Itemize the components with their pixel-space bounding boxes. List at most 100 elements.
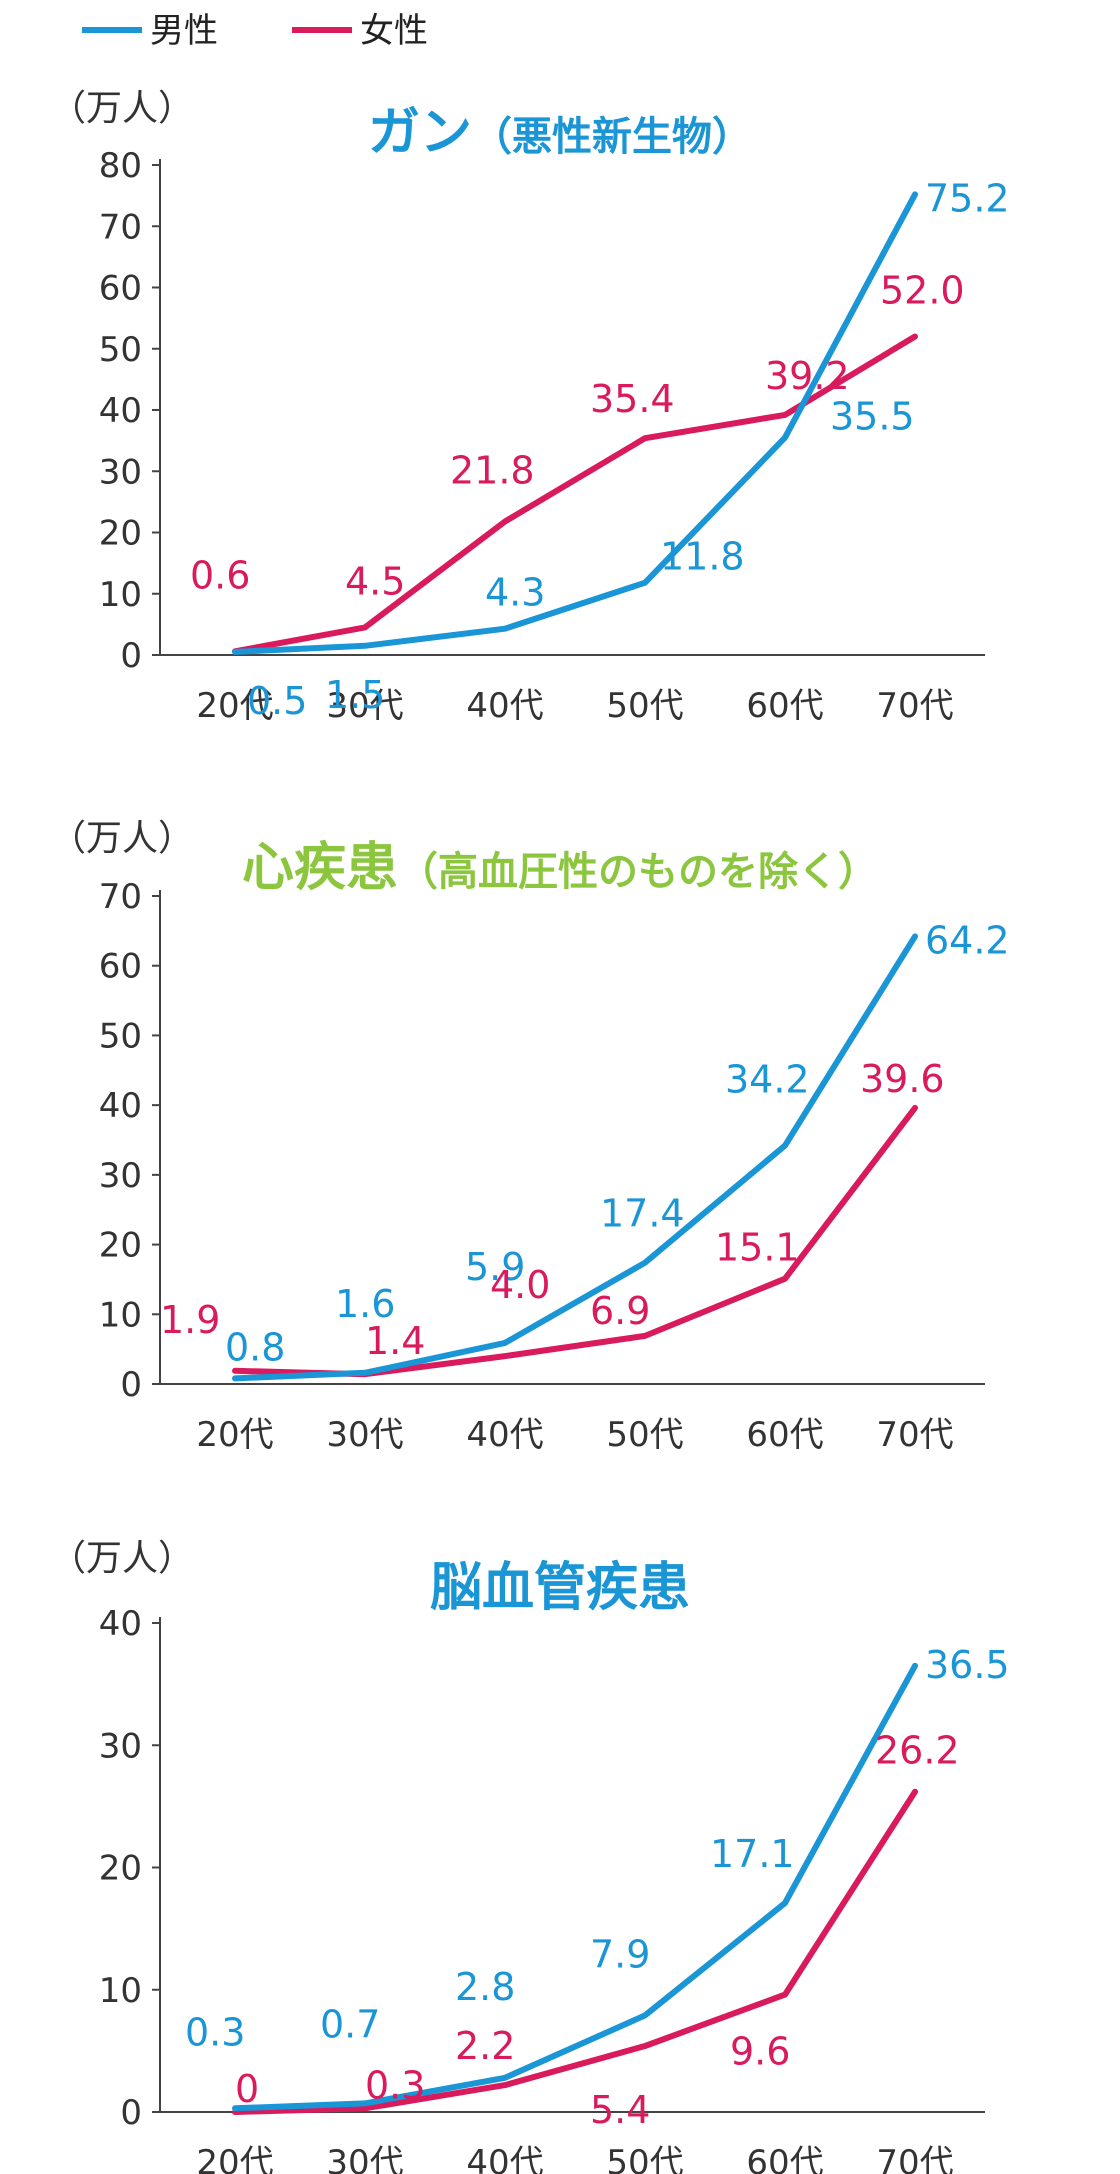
x-tick-label: 60代: [746, 1415, 823, 1455]
data-label-female: 2.2: [455, 2024, 515, 2068]
data-label-female: 26.2: [875, 1729, 960, 1773]
data-label-male: 17.1: [710, 1832, 795, 1876]
data-label-male: 0.5: [247, 679, 307, 723]
chart-unit-label: （万人）: [50, 88, 194, 129]
data-label-male: 17.4: [600, 1192, 685, 1236]
data-label-male: 64.2: [925, 918, 1010, 962]
data-label-female: 4.0: [490, 1263, 550, 1307]
y-tick-label: 20: [99, 1849, 142, 1889]
data-label-female: 0.3: [365, 2063, 425, 2107]
data-label-female: 1.4: [365, 1319, 425, 1363]
y-tick-label: 40: [99, 391, 142, 431]
x-tick-label: 20代: [196, 686, 273, 726]
data-label-female: 4.5: [345, 559, 405, 603]
data-label-male: 1.6: [335, 1282, 395, 1326]
y-tick-label: 80: [99, 146, 142, 186]
x-tick-label: 30代: [326, 1415, 403, 1455]
y-tick-label: 50: [99, 1016, 142, 1056]
x-tick-label: 40代: [466, 1415, 543, 1455]
legend-female-label: 女性: [360, 11, 428, 51]
data-label-female: 9.6: [730, 2030, 790, 2074]
data-label-male: 11.8: [660, 535, 745, 579]
chart-title-main: 脳血管疾患: [430, 1558, 690, 1618]
chart-title-sub: （悪性新生物）: [472, 114, 752, 160]
data-label-female: 0: [235, 2067, 259, 2111]
x-tick-label: 40代: [466, 686, 543, 726]
data-label-male: 4.3: [485, 571, 545, 615]
x-tick-label: 60代: [746, 686, 823, 726]
chart-unit-label: （万人）: [50, 1538, 194, 1579]
chart-title-main: 心疾患: [242, 838, 398, 898]
data-label-male: 35.5: [830, 395, 915, 439]
chart-title: ガン（悪性新生物）: [368, 103, 752, 163]
legend-male-label: 男性: [150, 11, 218, 51]
x-tick-label: 40代: [466, 2143, 543, 2174]
y-tick-label: 30: [99, 1726, 142, 1766]
data-label-female: 0.6: [190, 553, 250, 597]
data-label-female: 52.0: [880, 269, 965, 313]
chart-3: （万人） 脳血管疾患 0 10 20 30 40 20代 30代 40代 50代 60代 70代 0.3 0…: [50, 1538, 1010, 2174]
data-label-female: 21.8: [450, 448, 535, 492]
x-tick-label: 30代: [326, 686, 403, 726]
data-label-female: 6.9: [590, 1289, 650, 1333]
x-tick-label: 50代: [606, 686, 683, 726]
x-tick-label: 20代: [196, 1415, 273, 1455]
y-tick-label: 60: [99, 269, 142, 309]
data-label-male: 5.9: [465, 1245, 525, 1289]
data-label-female: 39.6: [860, 1057, 945, 1101]
series-line-male: [232, 1662, 918, 2112]
series-line-male: [232, 191, 918, 655]
x-tick-label: 20代: [196, 2143, 273, 2174]
series-line-female: [232, 1104, 918, 1378]
data-label-male: 75.2: [925, 176, 1010, 220]
x-tick-label: 30代: [326, 2143, 403, 2174]
chart-1: （万人） ガン（悪性新生物） 0 10 20 30 40 50 60 70 80 20代 30代 40代 5…: [50, 88, 1010, 726]
y-tick-label: 60: [99, 947, 142, 987]
data-label-male: 0.7: [320, 2002, 380, 2046]
data-label-male: 7.9: [590, 1932, 650, 1976]
y-tick-label: 0: [120, 1365, 142, 1405]
chart-title-sub: （高血圧性のものを除く）: [398, 849, 878, 895]
data-label-male: 0.8: [225, 1325, 285, 1369]
y-tick-label: 70: [99, 877, 142, 917]
chart-2: （万人） 心疾患（高血圧性のものを除く） 0 10 20 30 40 50 60 70 20代 30代…: [50, 818, 1010, 1455]
data-label-female: 39.2: [765, 354, 850, 398]
y-tick-label: 10: [99, 575, 142, 615]
x-tick-label: 70代: [876, 686, 953, 726]
series-line-female: [232, 1788, 918, 2115]
data-label-female: 1.9: [160, 1298, 220, 1342]
data-label-female: 15.1: [715, 1226, 800, 1270]
y-tick-label: 10: [99, 1971, 142, 2011]
y-tick-label: 70: [99, 207, 142, 247]
y-tick-label: 40: [99, 1086, 142, 1126]
y-tick-label: 20: [99, 1226, 142, 1266]
y-tick-label: 0: [120, 2093, 142, 2133]
data-label-male: 2.8: [455, 1965, 515, 2009]
chart-title-main: ガン: [368, 103, 472, 163]
data-label-female: 5.4: [590, 2088, 650, 2132]
x-tick-label: 50代: [606, 2143, 683, 2174]
x-tick-label: 70代: [876, 1415, 953, 1455]
data-label-male: 0.3: [185, 2010, 245, 2054]
x-tick-label: 60代: [746, 2143, 823, 2174]
data-label-male: 1.5: [325, 673, 385, 717]
data-label-male: 34.2: [725, 1058, 810, 1102]
y-tick-label: 30: [99, 1156, 142, 1196]
y-tick-label: 30: [99, 452, 142, 492]
y-tick-label: 10: [99, 1295, 142, 1335]
chart-title: 心疾患（高血圧性のものを除く）: [242, 838, 878, 898]
charts: （万人） ガン（悪性新生物） 0 10 20 30 40 50 60 70 80 20代 30代 40代 5…: [50, 88, 1010, 2174]
series-line-male: [232, 933, 918, 1382]
y-tick-label: 0: [120, 636, 142, 676]
chart-unit-label: （万人）: [50, 818, 194, 859]
data-label-male: 36.5: [925, 1643, 1010, 1687]
x-tick-label: 50代: [606, 1415, 683, 1455]
chart-title: 脳血管疾患: [430, 1558, 690, 1618]
data-label-female: 35.4: [590, 377, 675, 421]
y-tick-label: 40: [99, 1604, 142, 1644]
x-tick-label: 70代: [876, 2143, 953, 2174]
legend: 男性 女性: [82, 11, 428, 51]
y-tick-label: 20: [99, 514, 142, 554]
y-tick-label: 50: [99, 330, 142, 370]
